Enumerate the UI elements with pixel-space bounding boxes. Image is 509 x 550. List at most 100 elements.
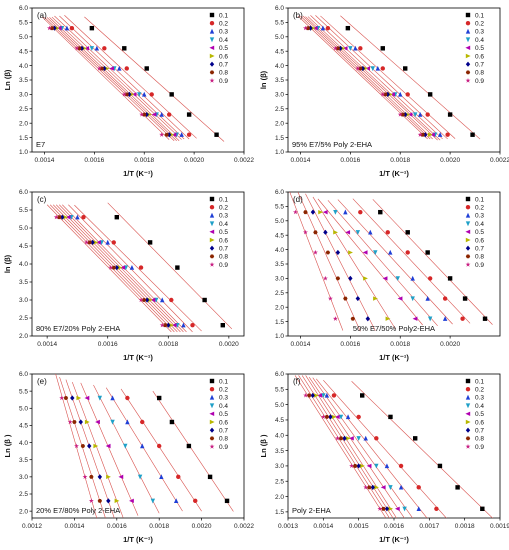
data-point	[76, 395, 82, 401]
data-point	[127, 91, 132, 97]
x-tick-label: 0.0020	[219, 341, 239, 348]
data-point	[63, 215, 68, 220]
data-point	[97, 395, 103, 401]
y-tick-label: 1.0	[275, 333, 284, 340]
fit-line	[46, 204, 172, 333]
legend-marker	[465, 394, 471, 400]
legend-marker	[465, 411, 471, 416]
legend-marker	[465, 221, 471, 227]
chart-svg: 0.0014 0.0016 0.0018 0.0020 0.0022 1.0 1.5 2.0 2…	[259, 5, 509, 178]
data-point	[106, 474, 111, 480]
legend-label: 0.4	[475, 37, 484, 44]
legend-marker	[465, 229, 471, 234]
data-point	[64, 25, 70, 31]
y-tick-label: 4.5	[19, 48, 28, 55]
data-point	[358, 209, 363, 215]
data-point	[117, 65, 122, 71]
data-point	[338, 414, 344, 420]
legend-label: 0.5	[219, 411, 228, 418]
legend-marker	[209, 196, 215, 202]
legend-label: 0.4	[219, 403, 228, 410]
data-point	[410, 296, 415, 302]
data-point	[413, 436, 418, 441]
data-point	[186, 443, 192, 449]
data-point	[118, 474, 124, 480]
legend-marker	[209, 70, 215, 75]
y-tick-label: 2.0	[275, 494, 284, 501]
data-point	[89, 474, 94, 479]
panel-label: (a)	[37, 11, 47, 20]
data-point	[78, 419, 83, 425]
y-tick-label: 5.5	[275, 20, 284, 27]
data-point	[340, 46, 346, 51]
data-point	[343, 209, 348, 215]
legend-marker	[209, 262, 215, 267]
fit-line	[302, 15, 433, 140]
data-point	[190, 323, 195, 328]
data-point	[144, 66, 149, 71]
y-tick-label: 3.0	[19, 92, 28, 99]
data-point	[147, 240, 153, 245]
data-point	[332, 45, 338, 51]
data-point	[460, 316, 465, 321]
data-point	[349, 463, 355, 469]
data-point	[102, 46, 107, 51]
data-point	[343, 296, 348, 301]
x-tick-label: 0.0020	[440, 341, 460, 348]
data-point	[63, 396, 69, 400]
data-point	[166, 322, 171, 328]
fit-line	[351, 381, 493, 518]
data-point	[385, 230, 390, 235]
data-point	[89, 46, 95, 51]
fit-line	[340, 15, 481, 140]
data-point	[159, 111, 164, 117]
legend: 0.1 0.20.30.40.50.6 0.70.80.9	[465, 12, 484, 85]
x-tick-label: 0.0022	[234, 523, 254, 530]
data-point	[93, 240, 99, 245]
data-point	[166, 112, 172, 117]
legend-marker	[465, 245, 471, 251]
y-axis-label: Ln (β)	[3, 69, 12, 90]
data-point	[388, 506, 394, 512]
fit-line	[49, 17, 180, 141]
legend-label: 0.7	[219, 246, 228, 253]
data-point	[81, 215, 86, 220]
legend-label: 0.8	[219, 254, 228, 261]
data-point	[124, 66, 129, 71]
data-point	[320, 25, 326, 31]
data-point	[84, 395, 90, 401]
data-point	[427, 132, 433, 137]
y-tick-label: 5.0	[275, 218, 284, 225]
data-point	[373, 296, 378, 301]
data-point	[214, 132, 219, 137]
legend-marker	[465, 427, 471, 433]
data-point	[176, 474, 181, 480]
fit-line	[152, 390, 234, 512]
chart-svg: 0.0013 0.0014 0.0015 0.0016 0.0017 0.0018 0.00…	[259, 371, 509, 544]
y-tick-label: 5.5	[275, 387, 284, 394]
x-tick-label: 0.0022	[234, 157, 254, 164]
data-point	[97, 474, 103, 480]
fit-line	[65, 379, 115, 518]
data-point	[437, 463, 443, 469]
data-point	[69, 25, 75, 31]
data-point	[445, 132, 450, 137]
legend-marker	[209, 212, 215, 218]
legend-marker	[209, 205, 215, 210]
data-point	[139, 111, 145, 117]
data-point	[348, 275, 353, 281]
data-point	[334, 435, 340, 441]
data-point	[345, 436, 351, 441]
data-point	[400, 112, 405, 117]
x-tick-label: 0.0018	[455, 523, 475, 530]
data-point	[338, 45, 343, 51]
data-point	[358, 66, 363, 71]
data-point	[331, 393, 337, 398]
data-point	[109, 66, 115, 71]
legend-label: 0.8	[475, 70, 484, 77]
y-tick-label: 5.0	[275, 402, 284, 409]
data-point	[385, 91, 390, 97]
data-point	[171, 323, 177, 328]
data-point	[355, 295, 361, 302]
y-tick-label: 3.0	[19, 474, 28, 481]
